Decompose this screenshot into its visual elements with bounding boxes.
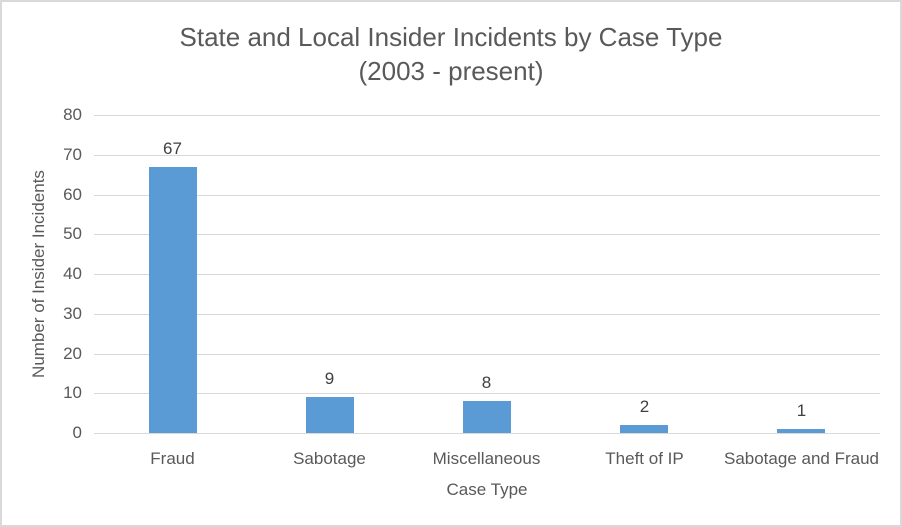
gridline	[94, 354, 880, 355]
x-tick-label-sabotage-and-fraud: Sabotage and Fraud	[723, 449, 879, 468]
bar-value-label: 2	[639, 397, 650, 416]
bar-sabotage	[306, 397, 354, 433]
bar-value-label: 1	[796, 401, 807, 420]
gridline	[94, 234, 880, 235]
bar-theft-of-ip	[620, 425, 668, 433]
bar-value-label: 8	[481, 373, 492, 392]
gridline	[94, 115, 880, 116]
x-tick-label-fraud: Fraud	[150, 449, 195, 468]
gridline	[94, 314, 880, 315]
x-axis-title: Case Type	[446, 480, 528, 499]
bar-value-label: 9	[324, 369, 335, 388]
y-tick-label: 80	[63, 105, 82, 124]
y-tick-label: 40	[63, 264, 82, 283]
x-tick-label-sabotage: Sabotage	[293, 449, 366, 468]
gridline	[94, 195, 880, 196]
chart-title: State and Local Insider Incidents by Cas…	[179, 22, 723, 52]
x-tick-label-theft-of-ip: Theft of IP	[605, 449, 684, 468]
y-tick-label: 0	[72, 423, 82, 442]
chart-subtitle: (2003 - present)	[358, 56, 544, 86]
plot-area: 67 9 8 2 1	[94, 115, 880, 434]
bar-miscellaneous	[463, 401, 511, 433]
y-tick-label: 20	[63, 344, 82, 363]
y-tick-label: 70	[63, 145, 82, 164]
y-tick-label: 60	[63, 185, 82, 204]
y-tick-label: 10	[63, 383, 82, 402]
x-tick-label-miscellaneous: Miscellaneous	[432, 449, 541, 468]
gridline	[94, 155, 880, 156]
bar-sabotage-and-fraud	[777, 429, 825, 433]
y-tick-label: 30	[63, 304, 82, 323]
gridline	[94, 393, 880, 394]
bar-value-label: 67	[163, 139, 182, 158]
gridline	[94, 274, 880, 275]
y-tick-label: 50	[63, 224, 82, 243]
bar-fraud	[149, 167, 197, 433]
